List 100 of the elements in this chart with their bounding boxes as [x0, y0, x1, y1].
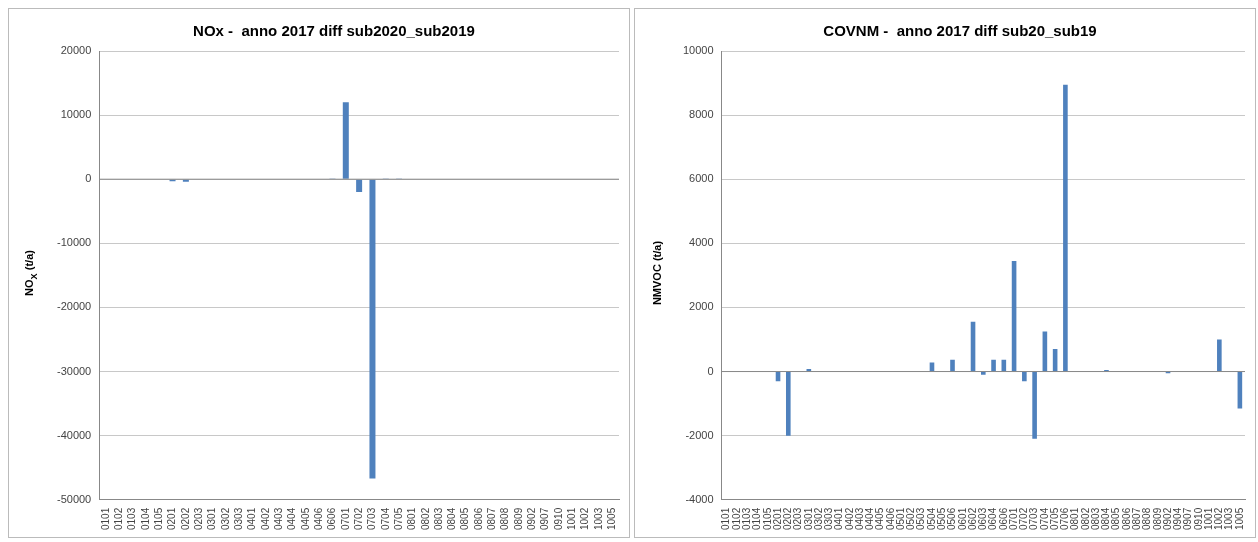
x-tick-label: 0704 [379, 507, 391, 530]
x-tick-label: 0104 [139, 507, 151, 530]
x-tick-label: 0301 [206, 507, 218, 530]
x-tick-label: 0809 [512, 507, 524, 530]
bar [369, 179, 376, 479]
x-tick-label: 0103 [126, 507, 138, 530]
x-tick-label: 0302 [812, 507, 824, 530]
x-tick-label: 0202 [179, 507, 191, 530]
y-tick-label: 6000 [689, 172, 714, 185]
y-tick-label: -2000 [685, 428, 714, 441]
y-tick-label: 4000 [689, 236, 714, 249]
x-tick-label: 0101 [99, 507, 111, 530]
x-tick-label: 0105 [761, 507, 773, 530]
bar [950, 359, 955, 372]
x-tick-label: 0705 [392, 507, 404, 530]
y-tick-label: 10000 [682, 44, 714, 57]
x-tick-label: 0602 [966, 507, 978, 530]
x-tick-label: 0402 [843, 507, 855, 530]
y-tick-label: 20000 [60, 44, 92, 57]
x-tick-label: 0403 [272, 507, 284, 530]
x-tick-label: 0102 [112, 507, 124, 530]
bar [182, 179, 189, 182]
x-tick-label: 0404 [286, 507, 298, 530]
x-tick-label: 0203 [192, 507, 204, 530]
x-tick-label: 1003 [1223, 507, 1235, 530]
y-tick-label: 8000 [689, 108, 714, 121]
x-tick-label: 0702 [1018, 507, 1030, 530]
x-tick-label: 0808 [499, 507, 511, 530]
y-tick-label: -40000 [56, 428, 92, 441]
x-tick-label: 0807 [486, 507, 498, 530]
x-tick-label: 0801 [1069, 507, 1081, 530]
y-tick-label: -50000 [56, 492, 92, 505]
x-tick-label: 0103 [741, 507, 752, 530]
x-tick-label: 0808 [1141, 507, 1153, 530]
x-tick-label: 0803 [1089, 507, 1101, 530]
bar [1022, 372, 1027, 382]
x-tick-label: 0504 [925, 507, 937, 530]
x-tick-label: 1001 [566, 507, 578, 530]
y-axis-title: NMVOC (t/a) [651, 240, 663, 306]
x-tick-label: 1002 [579, 507, 591, 530]
x-tick-label: 0804 [446, 507, 458, 530]
bar [356, 179, 363, 193]
x-tick-label: 0606 [997, 507, 1009, 530]
x-tick-label: 0201 [166, 507, 178, 530]
x-tick-label: 0405 [299, 507, 311, 530]
bar [980, 372, 986, 375]
x-tick-label: 0502 [905, 507, 917, 530]
x-tick-label: 0703 [366, 507, 378, 530]
x-tick-label: 0706 [1059, 507, 1071, 530]
x-tick-label: 0404 [864, 507, 876, 530]
x-tick-label: 0203 [792, 507, 804, 530]
chart-title: NOx - anno 2017 diff sub2020_sub2019 [193, 22, 475, 40]
x-tick-label: 0701 [339, 507, 351, 530]
x-tick-label: 0401 [246, 507, 258, 530]
x-tick-label: 0705 [1048, 507, 1060, 530]
x-tick-label: 0405 [874, 507, 886, 530]
x-tick-label: 0701 [1007, 507, 1019, 530]
bar [1217, 339, 1222, 372]
x-tick-label: 0907 [1182, 507, 1194, 530]
x-tick-label: 0807 [1130, 507, 1142, 530]
x-tick-label: 0703 [1028, 507, 1040, 530]
bar [1063, 84, 1068, 372]
x-tick-label: 0805 [459, 507, 471, 530]
x-tick-label: 0802 [419, 507, 431, 530]
x-tick-label: 0809 [1151, 507, 1163, 530]
x-tick-label: 0604 [987, 507, 999, 530]
x-tick-label: 0904 [1172, 507, 1184, 530]
x-tick-label: 0603 [977, 507, 989, 530]
x-tick-label: 0806 [472, 507, 484, 530]
x-tick-label: 0802 [1079, 507, 1091, 530]
x-tick-label: 1003 [592, 507, 604, 530]
x-tick-label: 1005 [1233, 507, 1245, 530]
y-tick-label: -20000 [56, 300, 92, 313]
y-tick-label: 10000 [60, 108, 92, 121]
x-tick-label: 1001 [1202, 507, 1214, 530]
x-tick-label: 0902 [1161, 507, 1173, 530]
x-tick-label: 0806 [1120, 507, 1132, 530]
x-tick-label: 0907 [539, 507, 551, 530]
x-tick-label: 0805 [1110, 507, 1122, 530]
x-tick-label: 0910 [1192, 507, 1204, 530]
x-tick-label: 0102 [730, 507, 742, 530]
y-tick-label: 2000 [689, 300, 714, 313]
y-tick-label: -4000 [685, 492, 714, 505]
x-tick-label: 0201 [771, 507, 783, 530]
x-tick-label: 0702 [352, 507, 364, 530]
x-tick-label: 0505 [935, 507, 947, 530]
x-tick-label: 0104 [751, 507, 763, 530]
x-tick-label: 0403 [853, 507, 865, 530]
x-tick-label: 0601 [956, 507, 968, 530]
x-tick-label: 1002 [1213, 507, 1225, 530]
x-tick-label: 0503 [915, 507, 927, 530]
y-tick-label: 0 [85, 172, 92, 185]
x-tick-label: 0101 [720, 507, 732, 530]
x-tick-label: 0910 [552, 507, 564, 530]
y-tick-label: -30000 [56, 364, 92, 377]
x-tick-label: 1005 [606, 507, 618, 530]
x-tick-label: 0302 [219, 507, 231, 530]
chart-title: COVNM - anno 2017 diff sub20_sub19 [823, 22, 1097, 40]
x-tick-label: 0401 [833, 507, 845, 530]
x-tick-label: 0202 [782, 507, 794, 530]
